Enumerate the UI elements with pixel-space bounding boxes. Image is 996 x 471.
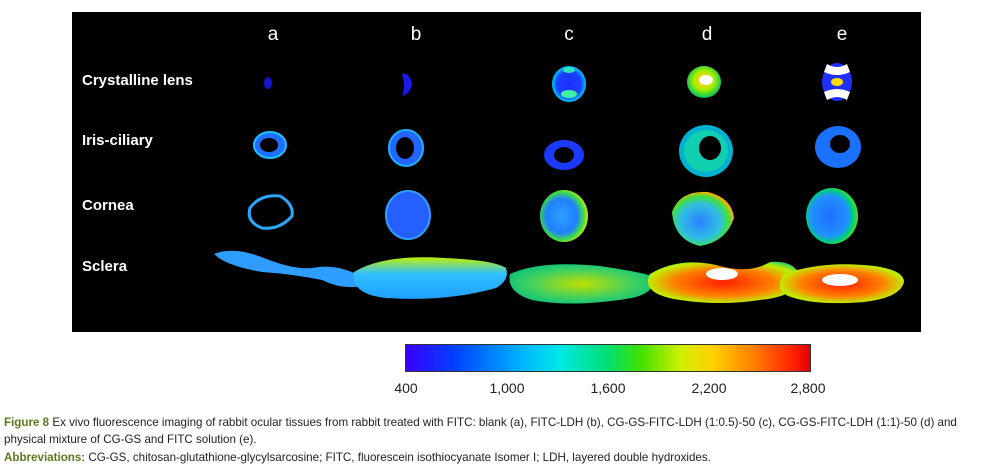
lens-b <box>402 73 412 96</box>
row-label-sclera: Sclera <box>82 258 128 275</box>
sclera-a <box>214 250 364 288</box>
iris-c <box>544 140 584 170</box>
iris-b <box>388 129 424 167</box>
sclera-c <box>509 264 654 304</box>
caption-lead: Figure 8 <box>4 416 50 429</box>
lens-c <box>552 66 586 102</box>
sclera-d <box>648 261 800 303</box>
abbreviations: Abbreviations: CG-GS, chitosan-glutathio… <box>4 451 992 464</box>
cornea-a <box>247 194 294 230</box>
lens-e <box>822 63 852 101</box>
sclera-e <box>779 264 904 304</box>
figure-caption: Figure 8 Ex vivo fluorescence imaging of… <box>4 414 992 448</box>
abbreviations-lead: Abbreviations: <box>4 451 86 464</box>
colorbar-tick-2200: 2,200 <box>691 380 727 396</box>
tissue-fluorescence-images <box>214 63 904 304</box>
cornea-c <box>540 190 588 242</box>
column-label-a: a <box>267 24 279 45</box>
caption-text: Ex vivo fluorescence imaging of rabbit o… <box>4 416 957 446</box>
cornea-b <box>385 190 431 240</box>
lens-a <box>264 77 272 89</box>
row-label-cornea: Cornea <box>82 197 134 214</box>
column-label-b: b <box>410 24 422 45</box>
sclera-b <box>353 257 507 299</box>
colorbar <box>405 344 811 372</box>
iris-a <box>253 131 287 159</box>
row-label-crystalline-lens: Crystalline lens <box>82 72 193 89</box>
iris-e <box>815 126 861 168</box>
colorbar-tick-1600: 1,600 <box>590 380 626 396</box>
colorbar-tick-2800: 2,800 <box>790 380 826 396</box>
fluorescence-image-panel: a b c d e Crystalline lens Iris-ciliary … <box>72 12 921 332</box>
iris-d <box>679 125 733 177</box>
colorbar-tick-1000: 1,000 <box>489 380 525 396</box>
column-label-d: d <box>701 24 713 45</box>
abbreviations-text: CG-GS, chitosan-glutathione-glycylsarcos… <box>85 451 711 464</box>
colorbar-tick-400: 400 <box>394 380 418 396</box>
lens-d <box>687 66 721 98</box>
row-label-iris-ciliary: Iris-ciliary <box>82 132 153 149</box>
cornea-e <box>806 188 858 244</box>
cornea-d <box>672 191 734 246</box>
column-label-c: c <box>564 24 574 45</box>
column-label-e: e <box>836 24 848 45</box>
